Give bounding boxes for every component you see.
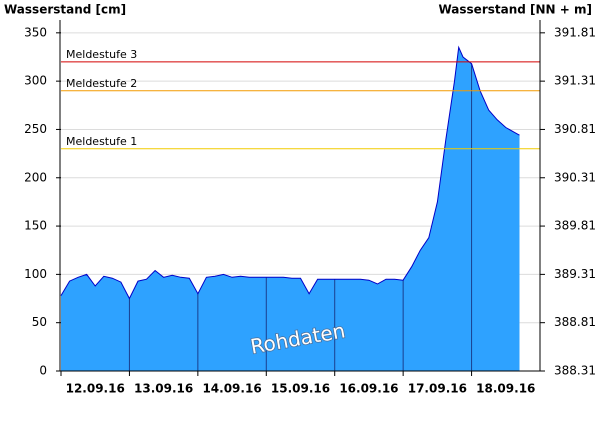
y-tick-label: 100 [24, 267, 47, 281]
x-tick-label: 15.09.16 [271, 382, 330, 396]
y2-tick-label: 390.81 [554, 122, 596, 136]
threshold-label: Meldestufe 3 [66, 48, 137, 61]
y-tick-label: 150 [24, 219, 47, 233]
threshold-label: Meldestufe 2 [66, 77, 137, 90]
y-tick-label: 200 [24, 170, 47, 184]
x-tick-label: 12.09.16 [66, 382, 125, 396]
y2-tick-label: 391.81 [554, 25, 596, 39]
y2-tick-label: 389.81 [554, 219, 596, 233]
y2-tick-label: 388.81 [554, 315, 596, 329]
x-tick-label: 13.09.16 [134, 382, 193, 396]
y-tick-label: 300 [24, 74, 47, 88]
y-tick-label: 250 [24, 122, 47, 136]
y2-axis-title: Wasserstand [NN + m] [438, 3, 592, 17]
x-tick-label: 17.09.16 [408, 382, 467, 396]
area-fill [61, 47, 520, 372]
x-tick-label: 18.09.16 [476, 382, 535, 396]
y2-tick-label: 388.31 [554, 364, 596, 378]
x-tick-label: 14.09.16 [202, 382, 261, 396]
y-tick-label: 0 [39, 364, 47, 378]
y2-tick-label: 390.31 [554, 170, 596, 184]
x-tick-label: 16.09.16 [339, 382, 398, 396]
y-tick-label: 350 [24, 25, 47, 39]
threshold-label: Meldestufe 1 [66, 135, 137, 148]
y2-tick-label: 391.31 [554, 74, 596, 88]
y-tick-label: 50 [32, 315, 47, 329]
y2-tick-label: 389.31 [554, 267, 596, 281]
y-axis-title: Wasserstand [cm] [4, 3, 126, 17]
